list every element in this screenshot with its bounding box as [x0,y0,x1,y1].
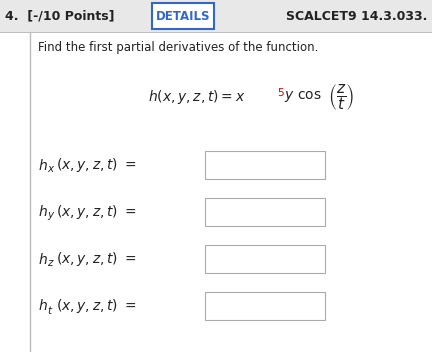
Text: $h$: $h$ [38,298,48,314]
Text: $h$: $h$ [38,157,48,172]
Text: $(x, y, z, t)\ =$: $(x, y, z, t)\ =$ [56,250,137,268]
Text: $y$: $y$ [47,209,56,221]
Text: $(x, y, z, t)\ =$: $(x, y, z, t)\ =$ [56,156,137,174]
Text: 4.  [-/10 Points]: 4. [-/10 Points] [5,10,114,23]
Text: $(x, y, z, t)\ =$: $(x, y, z, t)\ =$ [56,203,137,221]
Text: $h$: $h$ [38,205,48,220]
Bar [0,0,432,32]
Text: $h$: $h$ [38,251,48,266]
Text: $(x, y, z, t)\ =$: $(x, y, z, t)\ =$ [56,297,137,315]
Text: $\left(\dfrac{z}{t}\right)$: $\left(\dfrac{z}{t}\right)$ [328,82,355,112]
Bar [205,245,325,273]
Text: $h(x, y, z, t) = x$: $h(x, y, z, t) = x$ [148,88,245,106]
Bar [205,198,325,226]
Text: SCALCET9 14.3.033.: SCALCET9 14.3.033. [286,10,427,23]
Text: $z$: $z$ [47,258,55,268]
Bar [205,151,325,179]
Text: $5$: $5$ [277,86,285,98]
Text: $t$: $t$ [47,303,54,315]
Text: $x$: $x$ [47,163,55,174]
Bar [205,292,325,320]
Text: Find the first partial derivatives of the function.: Find the first partial derivatives of th… [38,42,318,55]
Text: DETAILS: DETAILS [156,10,210,23]
Bar [152,3,214,29]
Text: $y\ \mathrm{cos}$: $y\ \mathrm{cos}$ [284,89,322,105]
